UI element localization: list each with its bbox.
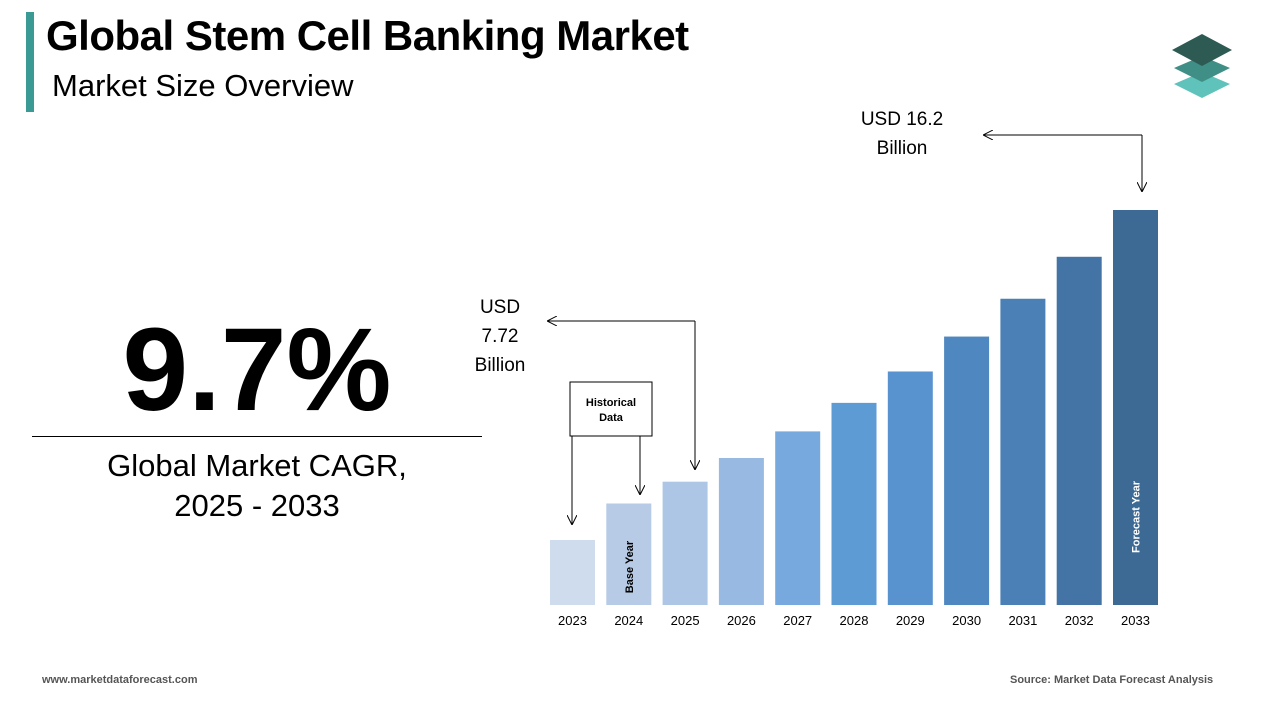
- end-value-label-line1: USD 16.2: [861, 109, 943, 130]
- x-tick-label: 2024: [614, 613, 643, 628]
- x-tick-label: 2023: [558, 613, 587, 628]
- footer-source: Source: Market Data Forecast Analysis: [1010, 674, 1214, 686]
- cagr-value: 9.7%: [122, 304, 392, 436]
- page-title: Global Stem Cell Banking Market: [46, 12, 689, 59]
- x-tick-label: 2026: [727, 613, 756, 628]
- x-tick-label: 2028: [840, 613, 869, 628]
- bar-2025: [662, 481, 708, 605]
- end-value-label-line2: Billion: [877, 138, 928, 159]
- forecast-year-label: Forecast Year: [1131, 480, 1143, 553]
- title-accent-bar: [26, 12, 34, 112]
- x-tick-label: 2032: [1065, 613, 1094, 628]
- bar-2032: [1056, 256, 1102, 605]
- x-tick-label: 2030: [952, 613, 981, 628]
- x-tick-label: 2027: [783, 613, 812, 628]
- historical-data-box: [569, 381, 653, 437]
- bar-2024: [606, 503, 652, 605]
- page-subtitle: Market Size Overview: [52, 68, 354, 103]
- cagr-label-line1: Global Market CAGR,: [107, 448, 407, 483]
- bar-2029: [887, 371, 933, 605]
- x-tick-label: 2033: [1121, 613, 1150, 628]
- cagr-divider: [32, 436, 482, 437]
- bar-2027: [775, 431, 821, 605]
- logo-stack-icon: [1172, 34, 1232, 98]
- footer-website: www.marketdataforecast.com: [42, 674, 198, 686]
- x-tick-label: 2025: [671, 613, 700, 628]
- historical-data-label-line2: Data: [599, 412, 624, 424]
- cagr-label-line2: 2025 - 2033: [174, 488, 340, 523]
- bar-2026: [718, 457, 764, 605]
- start-value-label-line1: USD: [480, 297, 520, 318]
- start-value-label-line2: 7.72: [482, 326, 519, 347]
- base-year-label: Base Year: [624, 540, 636, 593]
- x-tick-label: 2029: [896, 613, 925, 628]
- bar-2030: [944, 336, 990, 605]
- bar-2023: [550, 540, 595, 605]
- start-value-label-line3: Billion: [475, 355, 526, 376]
- bar-2033: [1113, 210, 1158, 605]
- cagr-label: Global Market CAGR, 2025 - 2033: [32, 446, 482, 526]
- bar-2031: [1000, 298, 1046, 605]
- x-tick-label: 2031: [1008, 613, 1037, 628]
- bar-2028: [831, 402, 877, 605]
- historical-data-label-line1: Historical: [586, 397, 636, 409]
